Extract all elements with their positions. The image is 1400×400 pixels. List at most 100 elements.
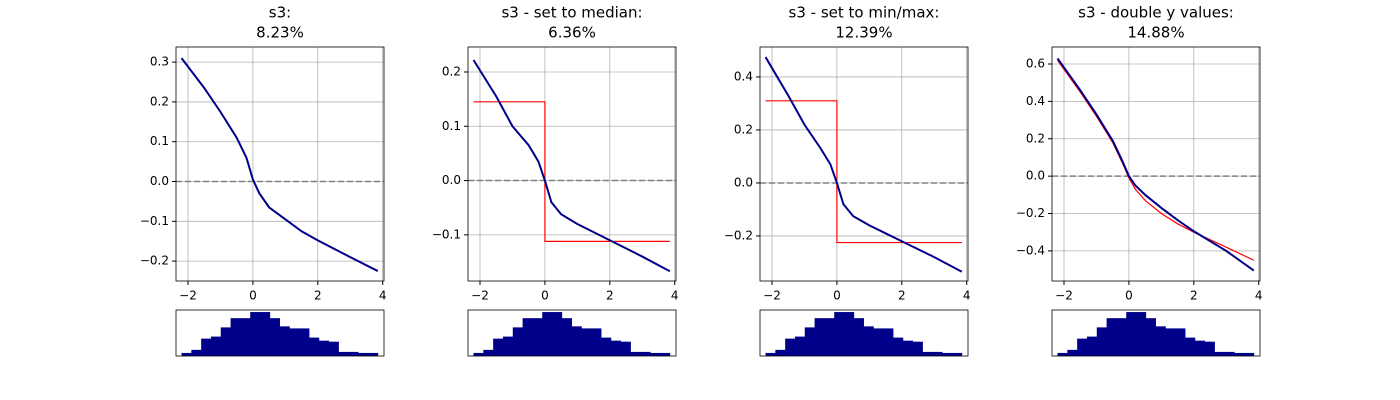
histogram-bar bbox=[591, 328, 602, 356]
chart-title: s3 - double y values: bbox=[1078, 4, 1234, 22]
histogram-bar bbox=[358, 352, 369, 356]
y-tick-label: 0.6 bbox=[1026, 57, 1045, 71]
histogram-bar bbox=[210, 336, 222, 356]
histogram-bar bbox=[814, 318, 825, 356]
histogram-bar bbox=[571, 326, 582, 356]
histogram-bar bbox=[220, 327, 231, 356]
y-tick-label: 0.0 bbox=[150, 174, 169, 188]
y-tick-label: −0.1 bbox=[432, 227, 461, 241]
histogram-bar bbox=[318, 340, 330, 356]
histogram-bar bbox=[493, 338, 504, 356]
histogram-frame bbox=[175, 309, 385, 357]
histogram-bar bbox=[601, 337, 612, 356]
x-tick-label: 0 bbox=[249, 289, 257, 303]
histogram-bar bbox=[610, 340, 622, 356]
chart-subtitle: 8.23% bbox=[256, 24, 304, 42]
chart-subtitle: 6.36% bbox=[548, 24, 596, 42]
histogram-bar bbox=[1194, 340, 1206, 356]
histogram-bar bbox=[522, 318, 533, 356]
x-tick-label: −2 bbox=[471, 289, 489, 303]
histogram-bar bbox=[1145, 318, 1156, 356]
histogram-bar bbox=[650, 352, 661, 356]
y-tick-label: 0.4 bbox=[1026, 94, 1045, 108]
histogram-bar bbox=[863, 326, 874, 356]
y-tick-label: −0.2 bbox=[1016, 206, 1045, 220]
y-tick-label: −0.1 bbox=[140, 214, 169, 228]
data-line bbox=[180, 57, 379, 272]
y-tick-label: 0.2 bbox=[150, 94, 169, 108]
histogram-bar bbox=[853, 318, 864, 356]
y-tick-label: −0.4 bbox=[1016, 243, 1045, 257]
chart-title: s3 - set to median: bbox=[501, 4, 642, 22]
x-tick-label: 4 bbox=[379, 289, 387, 303]
histogram-bar bbox=[191, 349, 202, 356]
histogram-bar bbox=[240, 318, 251, 356]
histogram-bar bbox=[932, 351, 943, 356]
histogram-bar bbox=[844, 312, 855, 356]
histogram-bar bbox=[1244, 352, 1255, 356]
histogram-bar bbox=[834, 312, 845, 356]
histogram-bar bbox=[1175, 328, 1186, 356]
histogram-bar bbox=[473, 352, 484, 356]
data-line bbox=[472, 59, 671, 273]
x-tick-label: 0 bbox=[541, 289, 549, 303]
histogram-bar bbox=[794, 336, 806, 356]
x-tick-label: 2 bbox=[1190, 289, 1198, 303]
histogram-bar bbox=[269, 318, 280, 356]
histogram-bar bbox=[785, 338, 796, 356]
histogram-bar bbox=[1224, 351, 1235, 356]
histogram-bar bbox=[552, 312, 563, 356]
histogram-bar bbox=[1165, 328, 1176, 356]
chart-subtitle: 14.88% bbox=[1127, 24, 1184, 42]
y-tick-label: −0.2 bbox=[724, 228, 753, 242]
histogram-bar bbox=[1096, 327, 1107, 356]
x-tick-label: 4 bbox=[671, 289, 679, 303]
histogram-bar bbox=[250, 312, 261, 356]
histogram-bar bbox=[952, 352, 963, 356]
histogram-bar bbox=[368, 352, 379, 356]
histogram-bar bbox=[660, 352, 671, 356]
data-line bbox=[1056, 57, 1255, 272]
histogram-bar bbox=[1185, 337, 1196, 356]
histogram-bar bbox=[1234, 352, 1245, 356]
histogram-bar bbox=[893, 337, 904, 356]
histogram-bar bbox=[289, 328, 300, 356]
histogram-bar bbox=[338, 351, 349, 356]
histogram-bar bbox=[1214, 351, 1225, 356]
histogram-bar bbox=[230, 318, 241, 356]
x-tick-label: 0 bbox=[1125, 289, 1133, 303]
histogram-frame bbox=[759, 309, 969, 357]
axes-frame bbox=[1051, 46, 1261, 282]
histogram-bar bbox=[1067, 349, 1078, 356]
histogram-bar bbox=[260, 312, 271, 356]
chart-title: s3 - set to min/max: bbox=[789, 4, 940, 22]
histogram-bar bbox=[279, 326, 290, 356]
chart-title: s3: bbox=[269, 4, 291, 22]
histogram-bar bbox=[775, 349, 786, 356]
histogram-bar bbox=[1077, 338, 1088, 356]
histogram-bar bbox=[1136, 312, 1147, 356]
x-tick-label: 4 bbox=[963, 289, 971, 303]
histogram-bar bbox=[1204, 341, 1215, 356]
histogram-bar bbox=[542, 312, 553, 356]
histogram-bar bbox=[1116, 318, 1127, 356]
axes-frame bbox=[175, 46, 385, 282]
histogram-bar bbox=[804, 327, 815, 356]
histogram-bar bbox=[1086, 336, 1098, 356]
histogram-bar bbox=[922, 351, 933, 356]
histogram-bar bbox=[824, 318, 835, 356]
y-tick-label: 0.1 bbox=[150, 134, 169, 148]
histogram-bar bbox=[299, 328, 310, 356]
histogram-bar bbox=[201, 338, 212, 356]
x-tick-label: 2 bbox=[314, 289, 322, 303]
histogram-bar bbox=[328, 341, 339, 356]
histogram-bar bbox=[1106, 318, 1117, 356]
chart-subtitle: 12.39% bbox=[835, 24, 892, 42]
y-tick-label: −0.2 bbox=[140, 254, 169, 268]
histogram-bar bbox=[502, 336, 514, 356]
y-tick-label: 0.1 bbox=[442, 119, 461, 133]
histogram-bar bbox=[640, 351, 651, 356]
histogram-bar bbox=[912, 341, 923, 356]
axes-frame bbox=[467, 46, 677, 282]
